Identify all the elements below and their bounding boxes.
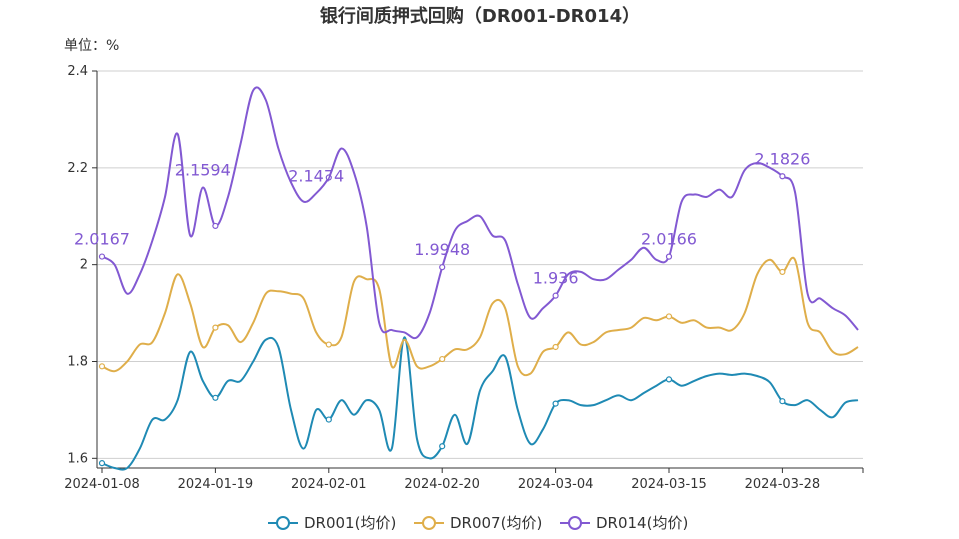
series-line-dr014 — [101, 86, 859, 340]
data-label-dr014: 1.936 — [533, 269, 579, 288]
legend-item-dr001[interactable]: DR001(均价) — [268, 514, 396, 532]
y-axis: 1.6 1.8 2 2.2 2.4 — [67, 64, 98, 468]
data-point-dr014 — [212, 222, 219, 230]
data-label-dr014: 2.1826 — [754, 149, 810, 168]
data-point-dr001 — [212, 394, 219, 401]
data-point-dr014 — [665, 253, 673, 260]
legend-marker — [276, 516, 290, 530]
legend-label: DR007(均价) — [450, 514, 542, 532]
y-tick-label: 1.6 — [67, 451, 88, 466]
data-point-dr001 — [779, 398, 786, 405]
legend-marker — [422, 516, 436, 530]
chart-title: 银行间质押式回购（DR001-DR014） — [320, 5, 640, 27]
y-tick-label: 2.2 — [67, 161, 88, 176]
data-point-dr014 — [552, 292, 559, 299]
data-point-dr001 — [98, 460, 106, 467]
unit-label: 单位：% — [64, 38, 119, 54]
data-point-dr014 — [779, 173, 786, 180]
data-point-dr014 — [98, 253, 106, 260]
legend-marker — [568, 516, 582, 530]
series-group: 2.0167 2.1594 2.1474 1.9948 1.936 2.0166 2.182… — [74, 86, 859, 471]
data-point-dr001 — [325, 416, 332, 423]
x-tick-label: 2024-03-28 — [745, 477, 821, 492]
data-point-dr007 — [212, 324, 219, 331]
x-tick-label: 2024-02-20 — [404, 477, 480, 492]
series-line-dr001 — [101, 336, 859, 471]
data-label-dr014: 2.1474 — [288, 166, 344, 185]
x-tick-label: 2024-01-08 — [64, 477, 140, 492]
series-line-dr007 — [101, 256, 859, 377]
legend-item-dr007[interactable]: DR007(均价) — [414, 514, 542, 532]
x-tick-label: 2024-01-19 — [178, 477, 254, 492]
data-label-dr014: 2.0166 — [641, 230, 697, 249]
y-tick-label: 2 — [80, 258, 88, 273]
y-tick-label: 2.4 — [67, 64, 88, 79]
data-point-dr007 — [552, 343, 559, 351]
data-point-dr001 — [552, 400, 559, 407]
x-tick-label: 2024-03-04 — [518, 477, 594, 492]
x-tick-label: 2024-03-15 — [631, 477, 707, 492]
data-label-dr014: 1.9948 — [414, 240, 470, 259]
data-point-dr007 — [325, 341, 332, 348]
data-point-dr014 — [439, 264, 446, 271]
data-point-dr007 — [98, 363, 106, 370]
gridlines — [97, 70, 863, 459]
legend-label: DR001(均价) — [304, 514, 396, 532]
legend-item-dr014[interactable]: DR014(均价) — [560, 514, 688, 532]
data-point-dr007 — [665, 313, 673, 320]
x-tick-label: 2024-02-01 — [291, 477, 367, 492]
y-tick-label: 1.8 — [67, 354, 88, 369]
legend[interactable]: DR001(均价) DR007(均价) DR014(均价) — [268, 514, 688, 532]
data-label-dr014: 2.0167 — [74, 230, 130, 249]
data-point-dr007 — [779, 268, 786, 276]
data-point-dr001 — [439, 443, 446, 450]
x-axis: 2024-01-08 2024-01-19 2024-02-01 2024-02-20… — [64, 467, 864, 492]
data-point-dr014 — [325, 174, 332, 181]
data-label-dr014: 2.1594 — [175, 160, 231, 179]
data-point-dr007 — [439, 355, 446, 363]
data-point-dr001 — [665, 376, 673, 383]
legend-label: DR014(均价) — [596, 514, 688, 532]
